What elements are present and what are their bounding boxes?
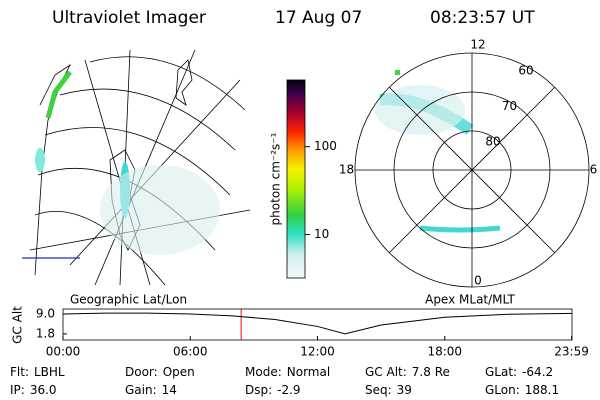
mlt-label: 6 bbox=[590, 163, 598, 177]
mlt-label: 18 bbox=[339, 163, 354, 177]
alt-y-tick-label: 1.8 bbox=[36, 326, 55, 340]
field-label: Dsp: bbox=[245, 383, 272, 397]
footer-field: Door: Open bbox=[125, 365, 195, 379]
alt-x-tick-label: 18:00 bbox=[427, 345, 462, 359]
field-value: 7.8 Re bbox=[412, 365, 450, 379]
field-value: 14 bbox=[162, 383, 177, 397]
footer-field: Flt: LBHL bbox=[10, 365, 65, 379]
mlat-label: 70 bbox=[502, 99, 517, 113]
field-value: -2.9 bbox=[277, 383, 300, 397]
field-value: 36.0 bbox=[30, 383, 57, 397]
alt-x-tick-label: 12:00 bbox=[300, 345, 335, 359]
alt-x-tick-label: 00:00 bbox=[46, 345, 81, 359]
alt-axis-label: GC Alt bbox=[11, 306, 25, 344]
time: 08:23:57 UT bbox=[430, 8, 535, 28]
geo-map bbox=[22, 49, 251, 286]
field-value: Open bbox=[163, 365, 195, 379]
mlt-spoke bbox=[388, 86, 556, 254]
footer-field: GC Alt: 7.8 Re bbox=[365, 365, 450, 379]
alt-y-tick-label: 9.0 bbox=[36, 306, 55, 320]
field-label: Seq: bbox=[365, 383, 392, 397]
date: 17 Aug 07 bbox=[275, 8, 362, 28]
footer-field: GLon: 188.1 bbox=[485, 383, 559, 397]
field-label: Door: bbox=[125, 365, 158, 379]
field-value: -64.2 bbox=[522, 365, 553, 379]
mlt-label: 12 bbox=[470, 38, 485, 52]
instrument-title: Ultraviolet Imager bbox=[52, 8, 206, 28]
field-label: IP: bbox=[10, 383, 25, 397]
polar-caption: Apex MLat/MLT bbox=[425, 293, 515, 307]
footer-field: Seq: 39 bbox=[365, 383, 412, 397]
alt-x-tick-label: 23:59 bbox=[554, 345, 589, 359]
left-caption: Geographic Lat/Lon bbox=[70, 293, 187, 307]
mlt-label: 0 bbox=[474, 274, 482, 288]
field-label: GLon: bbox=[485, 383, 520, 397]
footer-field: Gain: 14 bbox=[125, 383, 177, 397]
field-label: GC Alt: bbox=[365, 365, 407, 379]
field-value: 39 bbox=[397, 383, 412, 397]
mlat-label: 80 bbox=[485, 134, 500, 148]
colorbar-tick-label: 10 bbox=[314, 227, 329, 241]
footer-field: GLat: -64.2 bbox=[485, 365, 553, 379]
footer-field: IP: 36.0 bbox=[10, 383, 57, 397]
alt-curve bbox=[62, 312, 573, 335]
alt-x-tick-label: 06:00 bbox=[173, 345, 208, 359]
colorbar-label: photon cm⁻²s⁻¹ bbox=[269, 132, 283, 225]
field-label: Mode: bbox=[245, 365, 282, 379]
colorbar-tick-label: 100 bbox=[314, 139, 337, 153]
field-label: GLat: bbox=[485, 365, 517, 379]
field-value: LBHL bbox=[34, 365, 65, 379]
mlat-label: 60 bbox=[518, 64, 533, 78]
field-value: 188.1 bbox=[525, 383, 559, 397]
polar-aurora bbox=[375, 70, 501, 233]
colorbar bbox=[286, 79, 306, 279]
footer-field: Mode: Normal bbox=[245, 365, 330, 379]
field-label: Gain: bbox=[125, 383, 157, 397]
footer-field: Dsp: -2.9 bbox=[245, 383, 301, 397]
field-label: Flt: bbox=[10, 365, 29, 379]
field-value: Normal bbox=[287, 365, 330, 379]
